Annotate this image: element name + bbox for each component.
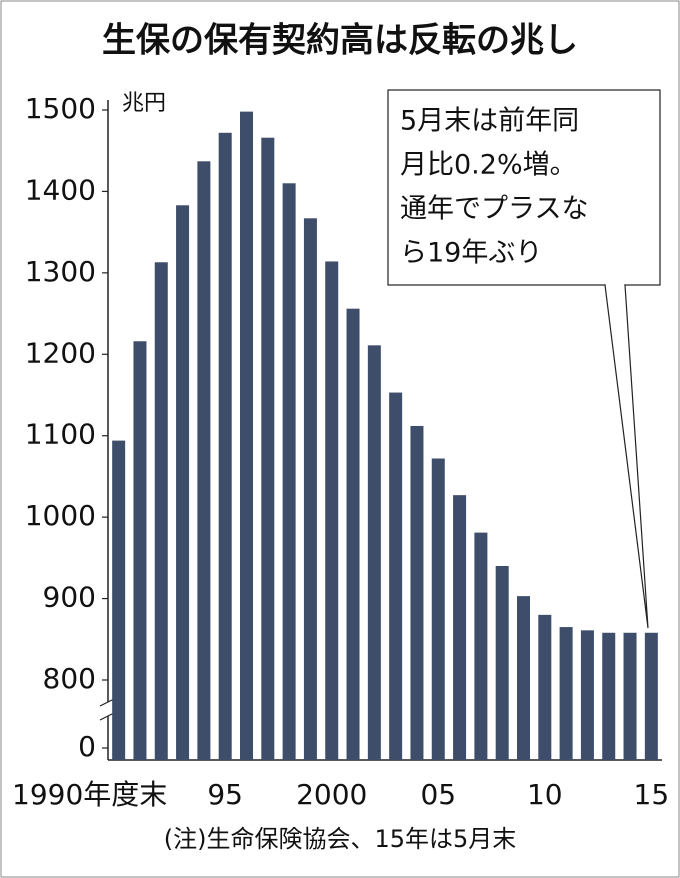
y-tick-label: 1400 — [25, 173, 96, 206]
y-tick-label: 1300 — [25, 255, 96, 288]
x-tick-label: 2000 — [296, 778, 367, 811]
x-tick-label: 15 — [634, 778, 670, 811]
annotation-box — [387, 89, 661, 286]
bar — [176, 205, 190, 760]
bar — [431, 458, 445, 760]
annotation-line: ら19年ぶり — [400, 238, 542, 269]
y-tick-label: 800 — [43, 662, 96, 695]
annotation-line: 5月末は前年同 — [400, 106, 579, 137]
note: (注)生命保険協会、15年は5月末 — [164, 825, 517, 853]
x-tick-label: 95 — [207, 778, 243, 811]
bar — [303, 218, 317, 761]
bar — [453, 495, 467, 760]
bar — [538, 614, 552, 760]
x-tick-label: 10 — [527, 778, 563, 811]
bar — [644, 632, 658, 760]
bar — [495, 566, 509, 760]
y-unit: 兆円 — [122, 91, 166, 116]
bar — [282, 183, 296, 761]
y-tick-label: 1500 — [25, 92, 96, 125]
y-tick-label: 1000 — [25, 499, 96, 532]
bar — [474, 532, 488, 760]
bar — [346, 308, 360, 760]
y-tick-label: 1200 — [25, 336, 96, 369]
bar — [197, 161, 211, 761]
x-tick-label: 1990年度末 — [12, 778, 167, 811]
bar — [261, 137, 275, 760]
bar — [325, 261, 339, 760]
bar — [410, 425, 424, 760]
y-tick-label: 0 — [78, 730, 96, 763]
y-tick-label: 900 — [43, 581, 96, 614]
bar — [389, 392, 403, 760]
annotation-pointer — [604, 284, 649, 629]
bar — [112, 440, 126, 760]
bar — [580, 630, 594, 760]
bar — [367, 345, 381, 760]
bar — [218, 132, 232, 761]
bar — [623, 632, 637, 760]
annotation-line: 月比0.2%増。 — [400, 150, 577, 181]
bar — [602, 632, 616, 760]
bar — [559, 627, 573, 760]
bar — [133, 341, 147, 760]
bar — [240, 111, 253, 761]
bar — [154, 262, 168, 760]
bar — [517, 596, 530, 760]
chart-title: 生保の保有契約高は反転の兆し — [102, 21, 578, 61]
x-tick-label: 05 — [420, 778, 456, 811]
annotation-line: 通年でプラスな — [400, 194, 588, 225]
y-tick-label: 1100 — [25, 418, 96, 451]
